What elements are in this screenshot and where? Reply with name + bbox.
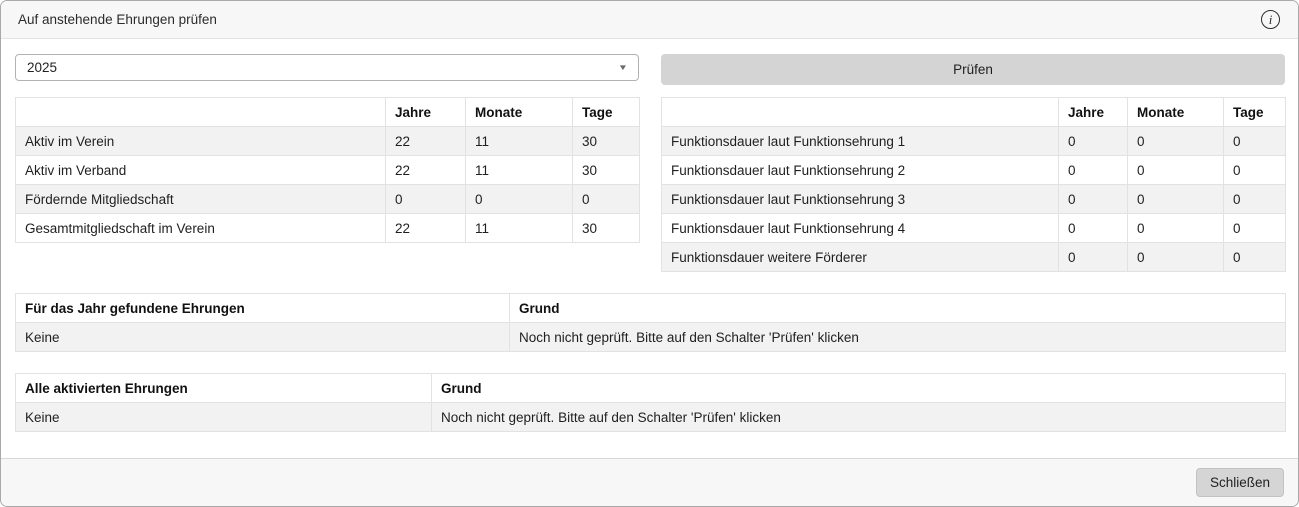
cell-jahre: 22 bbox=[385, 126, 466, 156]
found-honors-table: Für das Jahr gefundene Ehrungen Grund Ke… bbox=[15, 293, 1286, 352]
dialog-content: 2025 ▼ Jahre Monate Tage bbox=[1, 39, 1298, 432]
cell-jahre: 0 bbox=[1058, 242, 1128, 272]
column-header-empty bbox=[15, 97, 386, 127]
cell-tage: 30 bbox=[572, 213, 640, 243]
cell-tage: 0 bbox=[1223, 242, 1286, 272]
cell-monate: 11 bbox=[465, 213, 573, 243]
column-header-monate: Monate bbox=[1127, 97, 1224, 127]
column-header-jahre: Jahre bbox=[1058, 97, 1128, 127]
table-header-row: Alle aktivierten Ehrungen Grund bbox=[15, 373, 1286, 403]
table-row: Funktionsdauer laut Funktionsehrung 2 0 … bbox=[661, 155, 1286, 185]
row-label: Aktiv im Verband bbox=[15, 155, 386, 185]
cell-found-honors: Keine bbox=[15, 322, 510, 352]
row-label: Funktionsdauer laut Funktionsehrung 1 bbox=[661, 126, 1059, 156]
row-label: Funktionsdauer weitere Förderer bbox=[661, 242, 1059, 272]
cell-tage: 0 bbox=[1223, 213, 1286, 243]
pruefen-button[interactable]: Prüfen bbox=[661, 54, 1285, 85]
chevron-down-icon: ▼ bbox=[617, 63, 629, 72]
column-header-tage: Tage bbox=[572, 97, 640, 127]
cell-jahre: 0 bbox=[1058, 184, 1128, 214]
table-row: Funktionsdauer laut Funktionsehrung 1 0 … bbox=[661, 126, 1286, 156]
table-header-row: Für das Jahr gefundene Ehrungen Grund bbox=[15, 293, 1286, 323]
cell-jahre: 22 bbox=[385, 155, 466, 185]
table-row: Gesamtmitgliedschaft im Verein 22 11 30 bbox=[15, 213, 640, 243]
column-header-empty bbox=[661, 97, 1059, 127]
row-label: Aktiv im Verein bbox=[15, 126, 386, 156]
cell-monate: 0 bbox=[1127, 126, 1224, 156]
column-header-grund: Grund bbox=[431, 373, 1286, 403]
table-row: Funktionsdauer weitere Förderer 0 0 0 bbox=[661, 242, 1286, 272]
cell-tage: 0 bbox=[1223, 155, 1286, 185]
table-row: Keine Noch nicht geprüft. Bitte auf den … bbox=[15, 402, 1286, 432]
year-dropdown-value: 2025 bbox=[27, 60, 58, 75]
cell-monate: 0 bbox=[1127, 184, 1224, 214]
cell-tage: 30 bbox=[572, 155, 640, 185]
cell-jahre: 22 bbox=[385, 213, 466, 243]
top-row: 2025 ▼ Jahre Monate Tage bbox=[15, 54, 1286, 272]
cell-jahre: 0 bbox=[1058, 213, 1128, 243]
cell-monate: 0 bbox=[465, 184, 573, 214]
column-header-tage: Tage bbox=[1223, 97, 1286, 127]
cell-monate: 0 bbox=[1127, 155, 1224, 185]
table-row: Aktiv im Verein 22 11 30 bbox=[15, 126, 640, 156]
year-dropdown[interactable]: 2025 ▼ bbox=[15, 54, 639, 81]
function-duration-table: Jahre Monate Tage Funktionsdauer laut Fu… bbox=[661, 97, 1286, 272]
column-header-activated-honors: Alle aktivierten Ehrungen bbox=[15, 373, 432, 403]
table-header-row: Jahre Monate Tage bbox=[661, 97, 1286, 127]
membership-duration-table: Jahre Monate Tage Aktiv im Verein 22 11 … bbox=[15, 97, 640, 243]
table-row: Funktionsdauer laut Funktionsehrung 4 0 … bbox=[661, 213, 1286, 243]
cell-monate: 0 bbox=[1127, 242, 1224, 272]
table-row: Funktionsdauer laut Funktionsehrung 3 0 … bbox=[661, 184, 1286, 214]
dialog-title: Auf anstehende Ehrungen prüfen bbox=[18, 12, 217, 27]
row-label: Funktionsdauer laut Funktionsehrung 3 bbox=[661, 184, 1059, 214]
right-column: Prüfen Jahre Monate Tage bbox=[661, 54, 1286, 272]
table-row: Aktiv im Verband 22 11 30 bbox=[15, 155, 640, 185]
column-header-found-honors: Für das Jahr gefundene Ehrungen bbox=[15, 293, 510, 323]
row-label: Funktionsdauer laut Funktionsehrung 4 bbox=[661, 213, 1059, 243]
row-label: Fördernde Mitgliedschaft bbox=[15, 184, 386, 214]
cell-grund: Noch nicht geprüft. Bitte auf den Schalt… bbox=[431, 402, 1286, 432]
table-row: Fördernde Mitgliedschaft 0 0 0 bbox=[15, 184, 640, 214]
cell-monate: 11 bbox=[465, 155, 573, 185]
cell-jahre: 0 bbox=[385, 184, 466, 214]
row-label: Gesamtmitgliedschaft im Verein bbox=[15, 213, 386, 243]
activated-honors-table: Alle aktivierten Ehrungen Grund Keine No… bbox=[15, 373, 1286, 432]
table-row: Keine Noch nicht geprüft. Bitte auf den … bbox=[15, 322, 1286, 352]
cell-activated-honors: Keine bbox=[15, 402, 432, 432]
cell-tage: 30 bbox=[572, 126, 640, 156]
cell-monate: 11 bbox=[465, 126, 573, 156]
column-header-monate: Monate bbox=[465, 97, 573, 127]
cell-grund: Noch nicht geprüft. Bitte auf den Schalt… bbox=[509, 322, 1286, 352]
schliessen-button[interactable]: Schließen bbox=[1195, 468, 1284, 497]
cell-tage: 0 bbox=[1223, 184, 1286, 214]
row-label: Funktionsdauer laut Funktionsehrung 2 bbox=[661, 155, 1059, 185]
dialog-footer: Schließen bbox=[1, 458, 1298, 506]
cell-jahre: 0 bbox=[1058, 126, 1128, 156]
column-header-grund: Grund bbox=[509, 293, 1286, 323]
info-icon[interactable]: i bbox=[1261, 10, 1280, 29]
dialog-titlebar: Auf anstehende Ehrungen prüfen i bbox=[1, 1, 1298, 39]
left-column: 2025 ▼ Jahre Monate Tage bbox=[15, 54, 640, 272]
cell-tage: 0 bbox=[572, 184, 640, 214]
cell-monate: 0 bbox=[1127, 213, 1224, 243]
column-header-jahre: Jahre bbox=[385, 97, 466, 127]
cell-jahre: 0 bbox=[1058, 155, 1128, 185]
table-header-row: Jahre Monate Tage bbox=[15, 97, 640, 127]
cell-tage: 0 bbox=[1223, 126, 1286, 156]
